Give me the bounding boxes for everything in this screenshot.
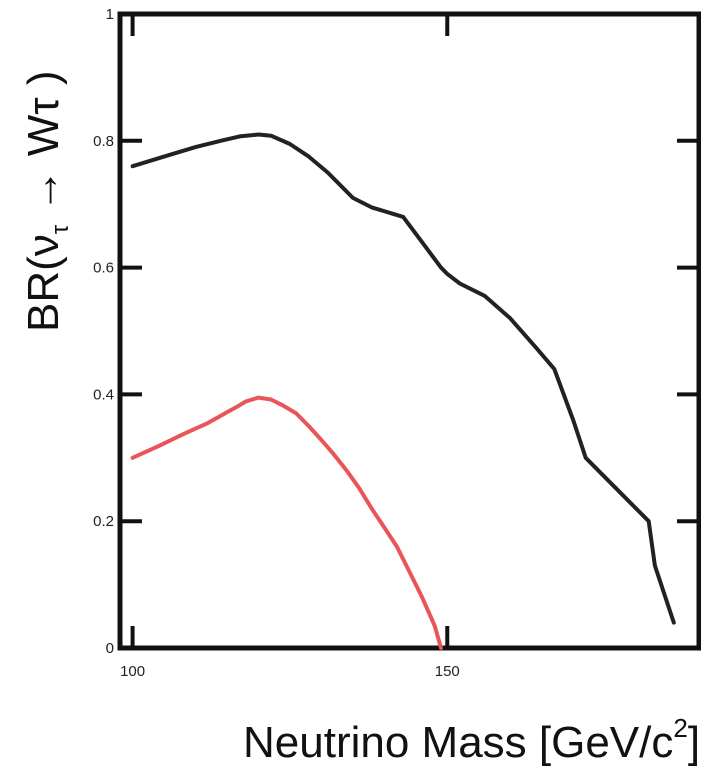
y-axis-title: BR(ντ → Wτ ) xyxy=(19,70,74,332)
x-axis-title: Neutrino Mass [GeV/c2] xyxy=(243,713,700,767)
y-tick-label-3: 0.6 xyxy=(93,260,114,277)
x-axis-title-superscript: 2 xyxy=(673,713,687,743)
y-tick-label-4: 0.8 xyxy=(93,133,114,150)
y-axis-title-text: BR(ν xyxy=(19,234,68,332)
y-tick-label-0: 0 xyxy=(106,640,114,657)
y-tick-label-1: 0.2 xyxy=(93,513,114,530)
x-tick-label-0: 100 xyxy=(120,663,145,680)
plot-frame xyxy=(117,11,701,651)
y-axis-title-arrow: → Wτ ) xyxy=(19,70,68,224)
x-axis-title-text: Neutrino Mass [GeV/c xyxy=(243,718,673,767)
y-tick-label-5: 1 xyxy=(106,6,114,23)
y-tick-label-2: 0.4 xyxy=(93,386,114,403)
tick-labels: 100 150 0 0.2 0.4 0.6 0.8 1 xyxy=(93,6,460,680)
x-axis-title-close: ] xyxy=(688,718,700,767)
x-tick-label-1: 150 xyxy=(435,663,460,680)
ticks xyxy=(120,14,699,648)
y-axis-title-subscript: τ xyxy=(47,224,74,234)
series-line-0 xyxy=(130,132,676,625)
series-line-1 xyxy=(130,395,443,650)
series-group xyxy=(130,132,676,650)
